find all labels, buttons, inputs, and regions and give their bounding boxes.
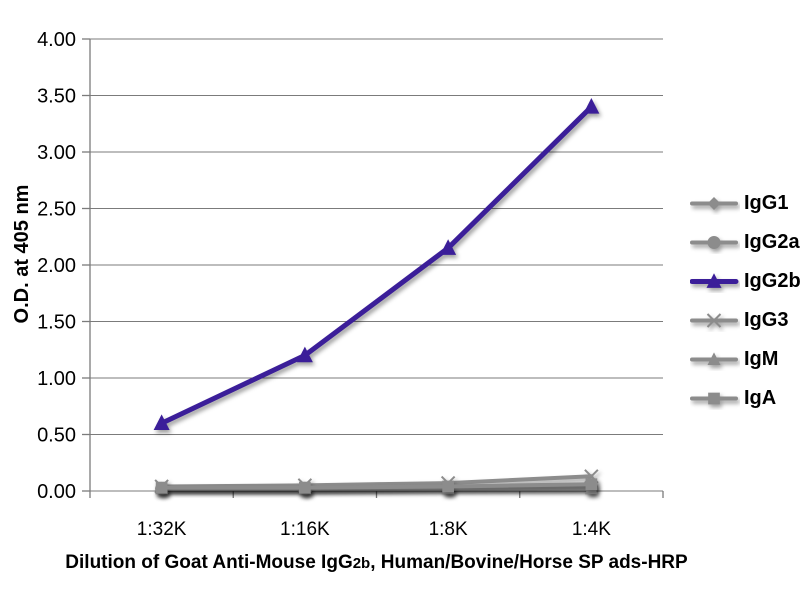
diamond-marker xyxy=(707,197,721,210)
y-tick-label: 0.50 xyxy=(37,425,76,447)
y-tick-label: 3.00 xyxy=(37,142,76,164)
legend-marker-diamond xyxy=(690,197,738,210)
legend-item-IgG1: IgG1 xyxy=(690,192,800,215)
y-tick-label: 3.50 xyxy=(37,86,76,108)
legend-label: IgG2a xyxy=(744,231,800,253)
x-tick-label: 1:16K xyxy=(280,519,330,540)
series-IgA xyxy=(155,478,598,494)
y-tick-label: 2.00 xyxy=(37,255,76,277)
triangle-marker xyxy=(153,414,170,430)
y-tick-label: 2.50 xyxy=(37,199,76,221)
square-marker xyxy=(708,392,720,405)
series-line xyxy=(159,482,594,490)
legend-item-IgG3: IgG3 xyxy=(690,309,800,332)
square-marker xyxy=(299,481,311,494)
triangle-marker xyxy=(707,352,721,366)
y-tick-label: 1.00 xyxy=(37,368,76,390)
y-tick-label: 0.00 xyxy=(37,481,76,503)
x-tick-label: 1:8K xyxy=(429,519,468,540)
square-marker xyxy=(155,481,168,494)
legend-marker-triangle xyxy=(690,273,739,288)
square-marker xyxy=(442,480,454,493)
y-tick-label: 1.50 xyxy=(37,312,76,334)
legend-marker-triangle xyxy=(690,352,738,366)
x-tick-label: 1:32K xyxy=(137,519,187,540)
x-axis-title-subscript: 2b xyxy=(353,555,371,572)
legend-item-IgG2a: IgG2a xyxy=(690,231,800,254)
legend-item-IgM: IgM xyxy=(690,348,800,371)
triangle-marker xyxy=(583,98,600,114)
legend-label: IgG1 xyxy=(744,192,789,214)
legend: IgG1 IgG2a IgG2b IgG3 IgM IgA xyxy=(690,192,800,410)
x-axis-title-suffix: , Human/Bovine/Horse SP ads-HRP xyxy=(370,552,688,573)
legend-marker-x xyxy=(690,313,738,328)
legend-label: IgG2b xyxy=(744,270,800,292)
legend-label: IgM xyxy=(744,348,779,370)
legend-item-IgA: IgA xyxy=(690,387,800,410)
x-axis-title: Dilution of Goat Anti-Mouse IgG2b, Human… xyxy=(65,552,688,573)
series-line xyxy=(159,104,594,426)
x-axis-title-prefix: Dilution of Goat Anti-Mouse IgG xyxy=(65,552,352,573)
y-tick-label: 4.00 xyxy=(37,29,76,51)
legend-label: IgG3 xyxy=(744,309,789,331)
legend-marker-circle xyxy=(690,236,738,249)
x-tick-label: 1:4K xyxy=(572,519,611,540)
series-IgG2b xyxy=(153,98,600,430)
legend-label: IgA xyxy=(744,387,777,409)
legend-marker-square xyxy=(690,392,738,405)
triangle-marker xyxy=(440,239,457,255)
triangle-marker xyxy=(296,346,313,363)
y-axis-title: O.D. at 405 nm xyxy=(11,185,33,324)
legend-item-IgG2b: IgG2b xyxy=(690,270,800,293)
circle-marker xyxy=(707,236,721,249)
triangle-marker xyxy=(706,273,722,288)
x-marker xyxy=(706,313,722,328)
square-marker xyxy=(585,478,598,491)
